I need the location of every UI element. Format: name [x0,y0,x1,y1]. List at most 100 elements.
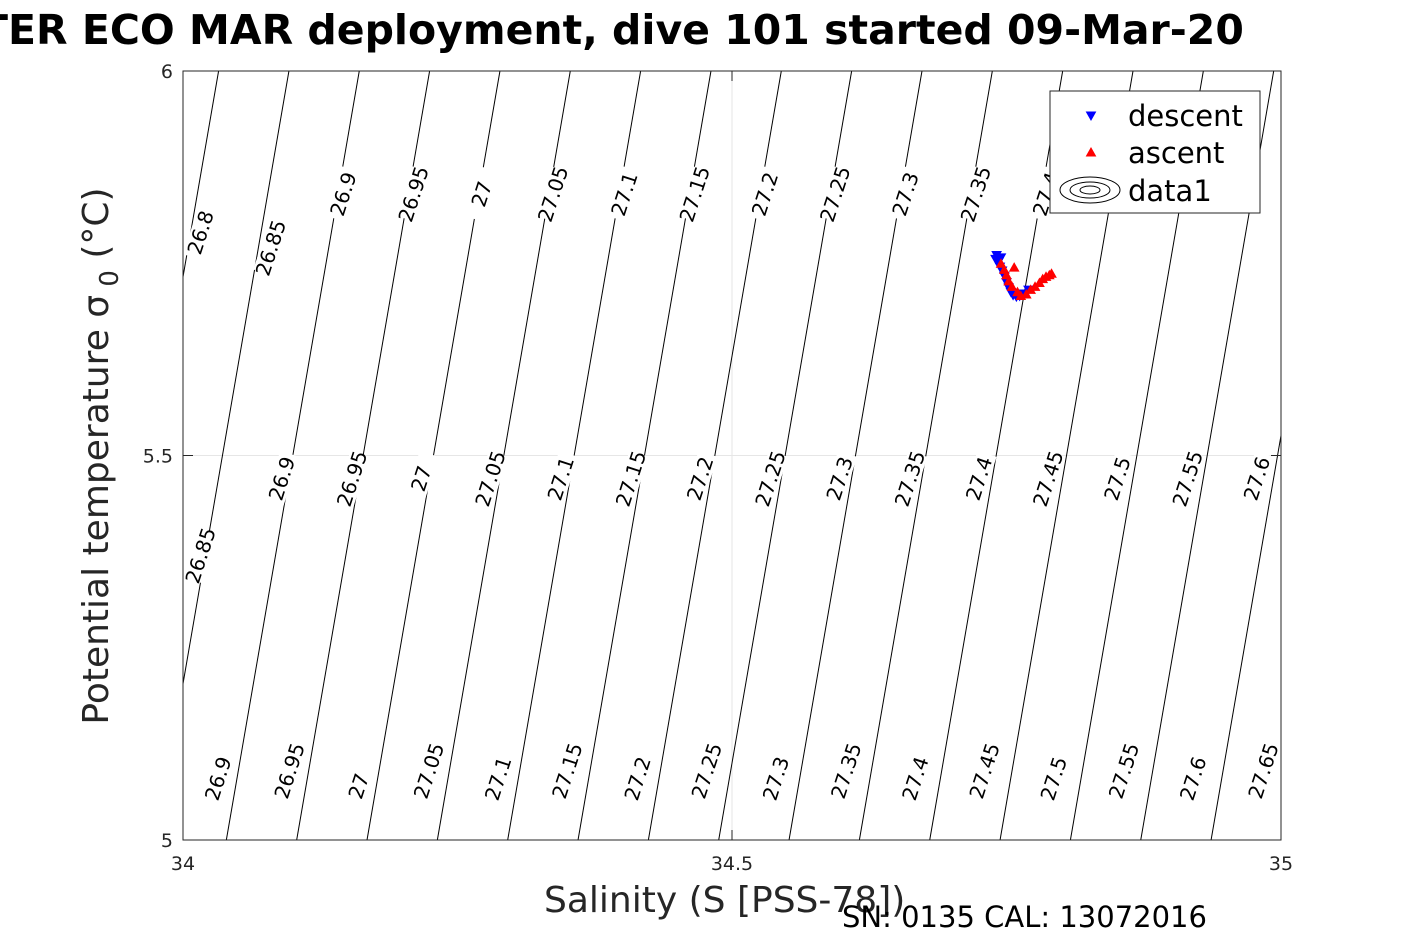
ascent-point [995,258,1007,268]
data-series [990,251,1057,303]
isopycnal-label-bg [1099,450,1135,507]
isopycnal-label-bg [464,166,500,222]
isopycnal-label: 27.25 [815,163,856,225]
legend-label-data1: data1 [1128,174,1212,208]
isopycnal-label-bg [341,758,377,814]
isopycnal-label: 27.2 [619,750,656,807]
x-tick-label: 34 [171,853,195,875]
isopycnal-label-bg [325,166,361,222]
y-axis-label-text: Potential temperature σ 0 (°C) [76,187,125,724]
isopycnal-label-bg [961,450,997,507]
isopycnal-label-text: 27.1 [480,754,517,804]
y-tick-label: 6 [161,61,173,83]
isopycnal-line [1210,435,1282,841]
y-tick-label: 5 [161,830,173,852]
isopycnal-label-bg [1036,750,1072,807]
isopycnal-label-bg [472,450,508,507]
isopycnal-label: 27.3 [758,750,794,807]
isopycnal-label-text: 27.3 [821,454,858,504]
isopycnal-label-text: 27.05 [470,448,511,510]
isopycnal-label-text: 27.4 [897,754,934,804]
isopycnal-label-bg [549,742,585,799]
isopycnal-label-text: 27.25 [750,448,791,510]
isopycnal-label-bg [613,450,649,507]
isopycnal-label: 26.8 [182,204,219,261]
x-tick-label: 35 [1269,853,1293,875]
isopycnal-label-bg [334,450,370,507]
isopycnal-label-text: 27.35 [826,740,867,802]
isopycnal-label-bg [480,750,516,807]
isopycnal-label-bg [200,750,236,807]
isopycnal-label: 27.1 [606,166,643,222]
isopycnal-label-bg [817,166,853,222]
isopycnal-label: 26.85 [180,525,221,587]
isopycnal-label: 27.3 [821,450,858,507]
isopycnal-label-bg [966,742,1003,799]
isopycnal-label-bg [543,450,579,507]
isopycnal-label-bg [682,450,718,507]
isopycnal-label-bg [897,750,933,807]
isopycnal-label-bg [958,166,994,222]
isopycnal-label-bg [606,166,642,222]
legend-box [1049,90,1261,214]
legend-ascent-marker [1085,146,1097,157]
isopycnal-label: 26.9 [200,750,237,807]
isopycnal-label-text: 27.55 [1167,448,1208,510]
isopycnal-label: 27.35 [955,163,996,225]
isopycnal-label-bg [183,527,219,584]
ascent-point [1008,262,1020,272]
isopycnal-labels: 26.8 26.85 26.9 26.95 27 27.05 27.1 27.15 27.2 27… [180,163,1284,814]
isopycnal-label-bg [396,166,432,222]
isopycnal-label-text: 27.6 [1239,454,1276,504]
isopycnal-label: 27.2 [682,450,719,507]
isopycnal-label-text: 26.9 [200,754,237,804]
isopycnal-label: 27.15 [611,448,652,510]
isopycnal-label-text: 27.05 [533,163,574,225]
isopycnal-label-text: 27.15 [674,163,715,225]
isopycnal-label: 27.35 [890,448,931,510]
isopycnal-label-text: 27.65 [1243,740,1284,802]
legend-contour-ring [1079,185,1101,195]
isopycnal-label: 27.5 [1035,750,1072,807]
isopycnal-label: 27.35 [826,740,867,802]
legend-data1-marker [1059,176,1121,204]
isopycnal-label-bg [747,166,783,222]
isopycnal-label-text: 26.8 [182,208,219,258]
isopycnal-label-text: 27.55 [1104,740,1145,802]
isopycnal-label-bg [403,450,439,507]
isopycnal-label-bg [758,750,794,807]
isopycnal-label: 27.6 [1175,750,1212,807]
isopycnal-label: 27.05 [470,448,511,510]
isopycnal-label: 27.25 [750,448,791,510]
isopycnal-label-bg [1030,450,1066,507]
isopycnal-label: 27.15 [674,163,715,225]
isopycnal-label: 27 [403,450,439,507]
isopycnal-label-text: 27.1 [542,454,579,504]
legend-contour-ring [1069,181,1111,199]
isopycnal-label-text: 27.2 [682,454,719,504]
descent-point [995,253,1007,263]
chart-title: TER ECO MAR deployment, dive 101 started… [0,6,1244,54]
isopycnal-label-text: 27.45 [964,740,1005,802]
isopycnal-label: 27.15 [547,740,588,802]
isopycnal-label: 27.1 [480,750,517,807]
ascent-point [1046,268,1057,278]
isopycnal-label-text: 27.2 [747,169,784,219]
isopycnal-label-bg [411,742,447,799]
isopycnal-label: 27 [341,758,377,814]
isopycnal-label-bg [1170,450,1206,507]
isopycnal-label: 27.55 [1167,448,1208,510]
isopycnal-label: 27.55 [1104,740,1145,802]
isopycnal-label-text: 27.25 [815,163,856,225]
isopycnal-label-text: 27.25 [686,740,727,802]
ascent-point [1003,275,1015,286]
axis-ticks: 34 34.5 35 5 5.5 6 [143,61,1293,875]
isopycnal-label-bg [752,450,788,507]
isopycnal-label: 27.45 [964,740,1005,802]
isopycnal-label-bg [892,450,928,507]
isopycnal-label: 26.95 [332,448,373,510]
ascent-point [1020,288,1032,299]
isopycnal-label-text: 27.6 [1175,754,1212,804]
isopycnal-label-bg [620,750,656,807]
isopycnal-label: 27.3 [887,166,924,222]
